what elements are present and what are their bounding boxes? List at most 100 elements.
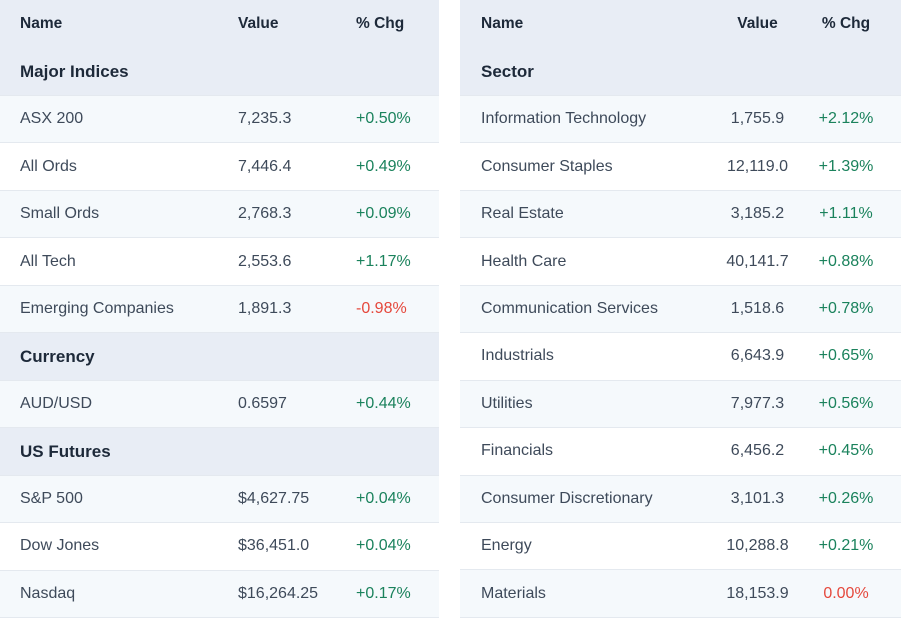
row-pct-change: +0.78% <box>818 299 874 317</box>
table-row: Dow Jones $36,451.0 +0.04% <box>0 522 439 570</box>
table-row: Nasdaq $16,264.25 +0.17% <box>0 569 439 617</box>
table-row: ASX 200 7,235.3 +0.50% <box>0 95 439 143</box>
section-title: US Futures <box>20 441 111 461</box>
row-value: 3,101.3 <box>730 489 785 507</box>
row-value: $4,627.75 <box>238 489 310 507</box>
row-name: Nasdaq <box>20 584 76 602</box>
row-value: 1,891.3 <box>238 299 292 317</box>
table-row: Industrials 6,643.9 +0.65% <box>460 332 901 380</box>
table-row: Health Care 40,141.7 +0.88% <box>460 237 901 285</box>
table-row: Utilities 7,977.3 +0.56% <box>460 379 901 428</box>
row-value: 1,518.6 <box>730 299 785 317</box>
section-header-row: Sector <box>460 47 901 95</box>
row-name: All Ords <box>20 157 77 175</box>
row-name: Consumer Staples <box>481 157 613 175</box>
column-header--chg: % Chg <box>821 15 871 32</box>
column-header-value: Value <box>737 15 778 32</box>
row-value: 2,553.6 <box>238 252 292 270</box>
market-table-indices: Name Value % Chg Major Indices ASX 200 7,235.… <box>0 0 439 620</box>
table-row: Consumer Discretionary 3,101.3 +0.26% <box>460 474 901 522</box>
row-pct-change: +2.12% <box>818 110 874 128</box>
row-pct-change: +0.45% <box>818 442 874 460</box>
row-value: $36,451.0 <box>238 537 310 555</box>
table-row: Real Estate 3,185.2 +1.11% <box>460 189 901 238</box>
row-value: 7,446.4 <box>238 157 292 175</box>
row-value: 7,235.3 <box>238 110 292 128</box>
row-pct-change: +0.44% <box>356 394 411 412</box>
row-value: 1,755.9 <box>730 110 785 128</box>
row-name: Consumer Discretionary <box>481 489 653 507</box>
row-value: 12,119.0 <box>726 157 789 175</box>
row-pct-change: +0.04% <box>356 537 411 555</box>
row-value: 2,768.3 <box>238 205 292 223</box>
row-name: Financials <box>481 442 554 460</box>
table-row: Information Technology 1,755.9 +2.12% <box>460 95 901 143</box>
row-pct-change: +0.04% <box>356 489 411 507</box>
row-name: ASX 200 <box>20 110 84 128</box>
table-row: S&P 500 $4,627.75 +0.04% <box>0 474 439 523</box>
row-pct-change: +0.88% <box>818 252 874 270</box>
market-table-sectors: Name Value % Chg Sector Information Technolo… <box>460 0 901 620</box>
table-row: Consumer Staples 12,119.0 +1.39% <box>460 142 901 190</box>
row-value: 6,456.2 <box>730 442 785 460</box>
row-name: Emerging Companies <box>20 299 174 317</box>
row-pct-change: +0.09% <box>356 205 411 223</box>
table-row: All Ords 7,446.4 +0.49% <box>0 142 439 190</box>
row-name: Materials <box>481 584 546 602</box>
section-header-row: US Futures <box>0 427 439 475</box>
column-header-name: Name <box>20 15 63 32</box>
column-header-name: Name <box>481 15 524 32</box>
section-header-row: Currency <box>0 332 439 380</box>
row-name: Small Ords <box>20 205 100 223</box>
section-title: Major Indices <box>20 61 129 81</box>
table-row: Energy 10,288.8 +0.21% <box>460 521 901 570</box>
row-name: Health Care <box>481 252 567 270</box>
table-row: All Tech 2,553.6 +1.17% <box>0 237 439 285</box>
row-name: Real Estate <box>481 205 564 223</box>
row-pct-change: 0.00% <box>823 584 869 602</box>
table-row: Materials 18,153.9 0.00% <box>460 569 901 617</box>
row-name: Utilities <box>481 394 533 412</box>
row-name: Communication Services <box>481 299 658 317</box>
row-name: Energy <box>481 537 532 555</box>
row-name: S&P 500 <box>20 489 83 507</box>
column-header-row: Name Value % Chg <box>0 0 439 48</box>
row-value: 10,288.8 <box>726 537 789 555</box>
table-row: Small Ords 2,768.3 +0.09% <box>0 189 439 238</box>
row-pct-change: -0.98% <box>356 299 407 317</box>
row-name: Industrials <box>481 347 554 365</box>
section-title: Sector <box>481 61 534 81</box>
row-pct-change: +0.50% <box>356 110 411 128</box>
section-header-row: Major Indices <box>0 47 439 95</box>
row-value: 7,977.3 <box>730 394 785 412</box>
row-pct-change: +1.11% <box>819 205 873 223</box>
column-header--chg: % Chg <box>356 15 405 32</box>
row-pct-change: +0.56% <box>818 394 874 412</box>
column-header-value: Value <box>238 15 279 32</box>
row-pct-change: +0.49% <box>356 157 411 175</box>
table-filler <box>0 616 439 620</box>
column-header-row: Name Value % Chg <box>460 0 901 48</box>
table-row: Communication Services 1,518.6 +0.78% <box>460 284 901 333</box>
row-value: 6,643.9 <box>730 347 785 365</box>
row-pct-change: +1.17% <box>356 252 411 270</box>
table-row: Financials 6,456.2 +0.45% <box>460 427 901 475</box>
table-filler <box>460 616 901 620</box>
row-pct-change: +0.65% <box>818 347 874 365</box>
row-pct-change: +0.17% <box>356 584 411 602</box>
row-pct-change: +1.39% <box>818 157 874 175</box>
row-name: All Tech <box>20 252 76 270</box>
row-value: $16,264.25 <box>238 584 319 602</box>
row-pct-change: +0.26% <box>818 489 874 507</box>
section-title: Currency <box>20 346 95 366</box>
table-row: Emerging Companies 1,891.3 -0.98% <box>0 284 439 333</box>
row-pct-change: +0.21% <box>818 537 874 555</box>
row-name: AUD/USD <box>20 394 93 412</box>
table-row: AUD/USD 0.6597 +0.44% <box>0 379 439 428</box>
row-value: 3,185.2 <box>730 205 785 223</box>
row-value: 40,141.7 <box>726 252 789 270</box>
row-value: 0.6597 <box>238 394 287 412</box>
row-value: 18,153.9 <box>726 584 789 602</box>
row-name: Information Technology <box>481 110 647 128</box>
